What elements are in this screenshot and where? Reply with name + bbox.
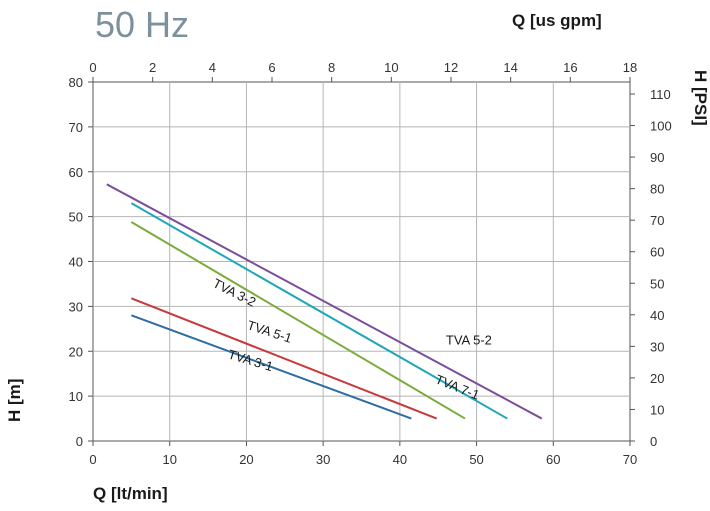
curve-line bbox=[130, 221, 466, 420]
x2-tick-label: 0 bbox=[89, 60, 96, 75]
x2-tick-label: 18 bbox=[623, 60, 637, 75]
x-tick-label: 30 bbox=[316, 452, 330, 467]
curve-line bbox=[130, 297, 438, 420]
y-tick-label: 60 bbox=[69, 165, 83, 180]
y-tick-label: 70 bbox=[69, 120, 83, 135]
curve-label: TVA 3-1 bbox=[226, 347, 274, 375]
y2-tick-label: 30 bbox=[650, 339, 664, 354]
bottom-axis-label: Q [lt/min] bbox=[93, 484, 168, 503]
x-tick-label: 0 bbox=[89, 452, 96, 467]
x-tick-label: 70 bbox=[623, 452, 637, 467]
y2-tick-label: 60 bbox=[650, 245, 664, 260]
y2-tick-label: 0 bbox=[650, 434, 657, 449]
curve-label: TVA 7-1 bbox=[433, 372, 481, 403]
x-tick-label: 20 bbox=[239, 452, 253, 467]
y2-tick-label: 110 bbox=[650, 87, 671, 102]
x2-tick-label: 2 bbox=[149, 60, 156, 75]
x2-tick-label: 8 bbox=[328, 60, 335, 75]
x-tick-label: 60 bbox=[546, 452, 560, 467]
curve-line bbox=[130, 202, 508, 420]
curve-line bbox=[106, 183, 543, 420]
x-tick-label: 10 bbox=[162, 452, 176, 467]
x2-tick-label: 12 bbox=[444, 60, 458, 75]
x2-tick-label: 4 bbox=[209, 60, 216, 75]
curve-line bbox=[131, 314, 412, 420]
curve-label: TVA 5-2 bbox=[446, 333, 492, 348]
y-tick-label: 20 bbox=[69, 344, 83, 359]
x-tick-label: 50 bbox=[469, 452, 483, 467]
curve-label: TVA 5-1 bbox=[246, 317, 294, 345]
x-tick-label: 40 bbox=[393, 452, 407, 467]
y-tick-label: 40 bbox=[69, 255, 83, 270]
frequency-title: 50 Hz bbox=[95, 4, 190, 45]
y2-tick-label: 50 bbox=[650, 276, 664, 291]
x2-tick-label: 16 bbox=[563, 60, 577, 75]
curve-label: TVA 3-2 bbox=[211, 275, 259, 309]
y-tick-label: 0 bbox=[76, 434, 83, 449]
y2-tick-label: 80 bbox=[650, 182, 664, 197]
y-tick-label: 50 bbox=[69, 210, 83, 225]
y2-tick-label: 90 bbox=[650, 150, 664, 165]
y2-tick-label: 40 bbox=[650, 308, 664, 323]
y2-tick-label: 100 bbox=[650, 119, 672, 134]
y-tick-label: 30 bbox=[69, 299, 83, 314]
x2-tick-label: 14 bbox=[503, 60, 517, 75]
y2-tick-label: 70 bbox=[650, 213, 664, 228]
top-axis-label: Q [us gpm] bbox=[512, 11, 602, 30]
y-tick-label: 10 bbox=[69, 389, 83, 404]
y-tick-label: 80 bbox=[69, 75, 83, 90]
y2-tick-label: 10 bbox=[650, 402, 664, 417]
x2-tick-label: 10 bbox=[384, 60, 398, 75]
x2-tick-label: 6 bbox=[268, 60, 275, 75]
y2-tick-label: 20 bbox=[650, 371, 664, 386]
